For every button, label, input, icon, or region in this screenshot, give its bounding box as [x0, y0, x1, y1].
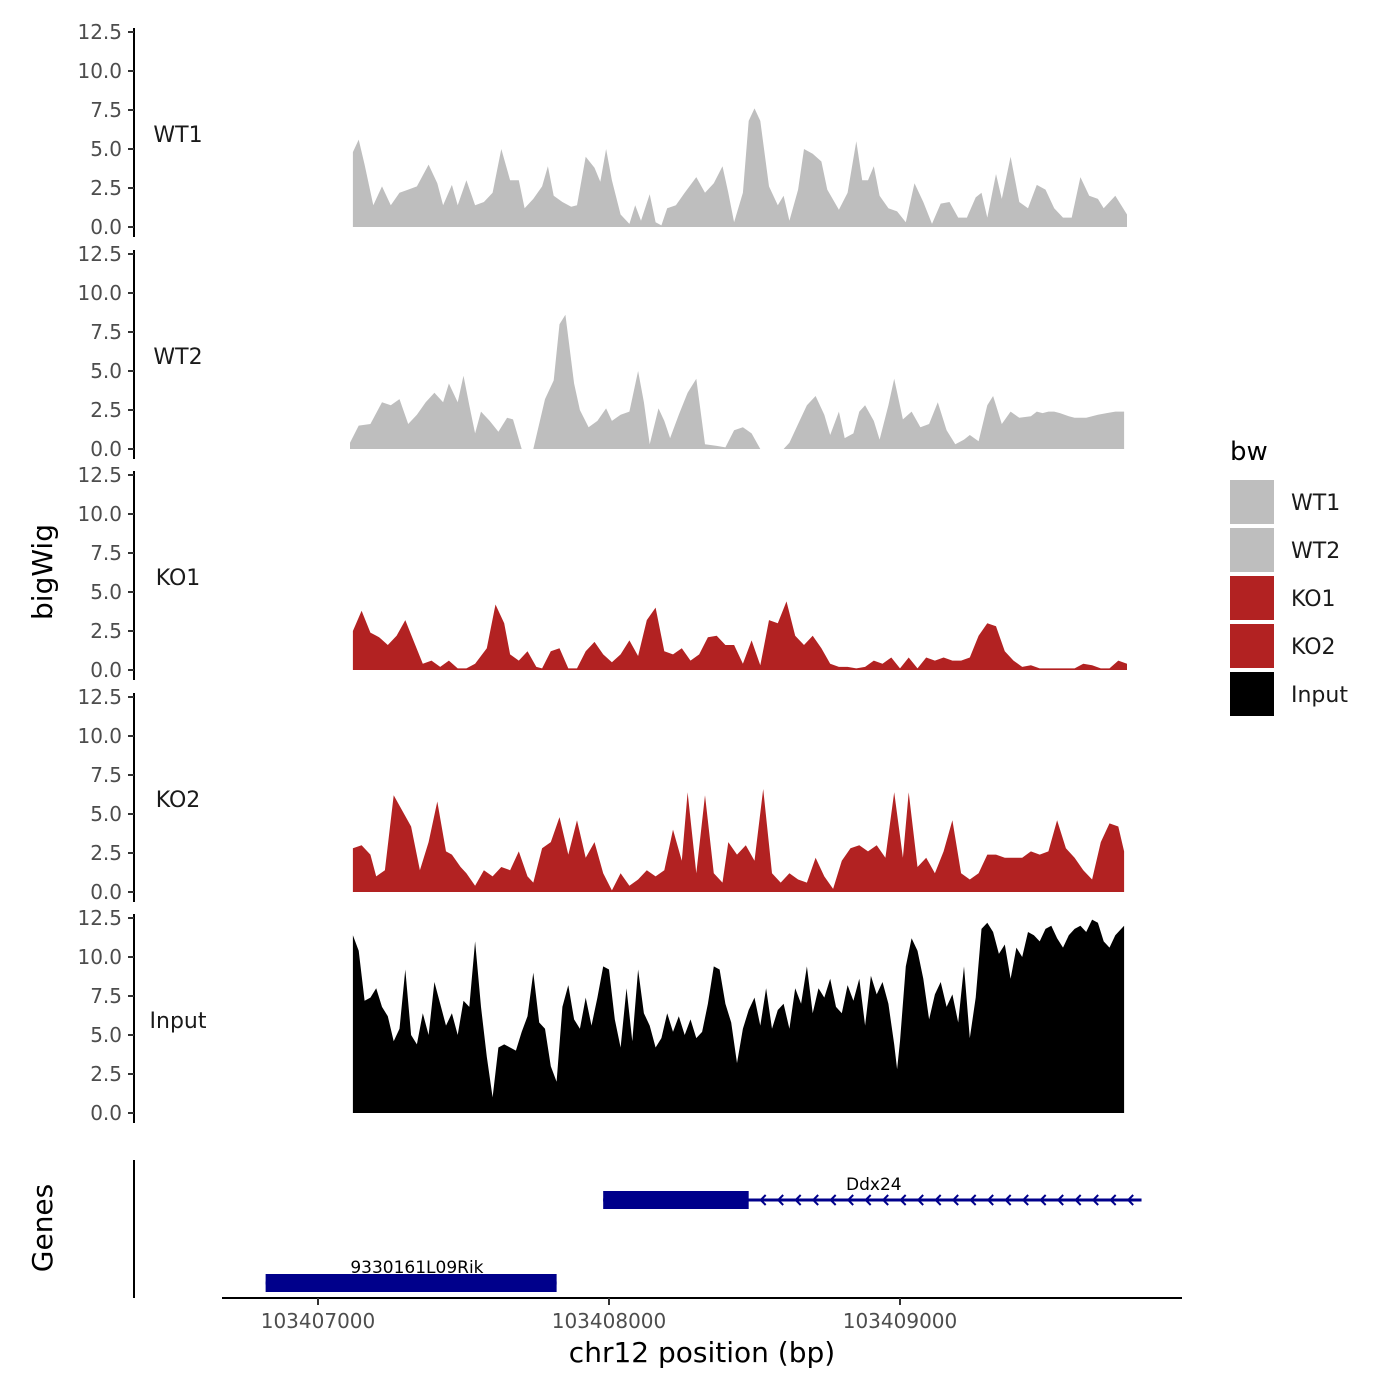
track-label: KO2: [156, 788, 201, 813]
legend-key-ko2: [1230, 624, 1274, 668]
strand-arrow: [811, 1194, 819, 1206]
strand-arrow: [934, 1194, 942, 1206]
gene-label: 9330161L09Rik: [350, 1258, 483, 1278]
y-tick-label: 5.0: [90, 580, 122, 604]
signal-area-ko2: [352, 789, 1125, 892]
y-tick-label: 2.5: [90, 841, 122, 865]
gene-ddx24: Ddx24: [603, 1175, 1142, 1209]
y-tick-label: 7.5: [90, 541, 122, 565]
y-tick-label: 0.0: [90, 215, 122, 239]
y-tick-label: 7.5: [90, 984, 122, 1008]
track-label: Input: [150, 1009, 207, 1034]
strand-arrow: [1021, 1194, 1029, 1206]
legend: bw WT1 WT2 KO1 KO2 Input: [1230, 437, 1348, 716]
y-tick-label: 12.5: [77, 242, 122, 266]
strand-arrow: [969, 1194, 977, 1206]
y-tick-label: 12.5: [77, 906, 122, 930]
track-label: WT2: [153, 345, 202, 370]
y-tick-label: 0.0: [90, 880, 122, 904]
strand-arrow: [864, 1194, 872, 1206]
legend-label: KO1: [1291, 587, 1336, 612]
signal-area-wt1: [352, 108, 1127, 227]
strand-arrow: [1004, 1194, 1012, 1206]
track-input: 0.0 2.5 5.0 7.5 10.0 12.5 Input: [77, 906, 1125, 1125]
y-tick-label: 12.5: [77, 685, 122, 709]
y-tick-label: 7.5: [90, 320, 122, 344]
legend-key-ko1: [1230, 576, 1274, 620]
track-ko2: 0.0 2.5 5.0 7.5 10.0 12.5 KO2: [77, 685, 1125, 904]
y-tick-label: 0.0: [90, 437, 122, 461]
strand-arrow: [1056, 1194, 1064, 1206]
strand-arrow: [1039, 1194, 1047, 1206]
signal-area-wt2: [350, 314, 1125, 449]
strand-arrow: [794, 1194, 802, 1206]
y-tick-label: 10.0: [77, 59, 122, 83]
y-tick-label: 7.5: [90, 98, 122, 122]
strand-arrow: [986, 1194, 994, 1206]
x-tick-label: 103407000: [261, 1309, 376, 1333]
strand-arrow: [846, 1194, 854, 1206]
legend-label: Input: [1291, 683, 1348, 708]
y-tick-label: 10.0: [77, 502, 122, 526]
strand-arrow: [1074, 1194, 1082, 1206]
x-axis-title: chr12 position (bp): [569, 1336, 835, 1369]
track-label: KO1: [156, 566, 201, 591]
legend-key-wt1: [1230, 480, 1274, 524]
legend-label: KO2: [1291, 635, 1336, 660]
y-tick-label: 2.5: [90, 176, 122, 200]
track-wt2: 0.0 2.5 5.0 7.5 10.0 12.5 WT2: [77, 242, 1125, 461]
signal-area-input: [352, 919, 1125, 1113]
y-tick-label: 12.5: [77, 20, 122, 44]
y-tick-label: 0.0: [90, 1101, 122, 1125]
y-tick-label: 2.5: [90, 1062, 122, 1086]
x-tick-label: 103409000: [843, 1309, 958, 1333]
signal-tracks: 0.0 2.5 5.0 7.5 10.0 12.5 WT1 0.0 2.5 5.0 7.5 10.0 1…: [77, 20, 1127, 1125]
y-tick-label: 2.5: [90, 398, 122, 422]
strand-arrow: [776, 1194, 784, 1206]
y-tick-label: 5.0: [90, 802, 122, 826]
genes-axis-title: Genes: [26, 1184, 59, 1272]
legend-title: bw: [1230, 437, 1268, 467]
legend-key-input: [1230, 672, 1274, 716]
x-tick-label: 103408000: [552, 1309, 667, 1333]
y-tick-label: 12.5: [77, 463, 122, 487]
strand-arrow: [1109, 1194, 1117, 1206]
legend-key-wt2: [1230, 528, 1274, 572]
track-ko1: 0.0 2.5 5.0 7.5 10.0 12.5 KO1: [77, 463, 1127, 682]
y-tick-label: 7.5: [90, 763, 122, 787]
y-tick-label: 10.0: [77, 724, 122, 748]
y-tick-label: 10.0: [77, 945, 122, 969]
track-label: WT1: [153, 123, 202, 148]
gene-label: Ddx24: [846, 1175, 902, 1195]
gene-annotation-panel: 9330161L09Rik Ddx24: [133, 1160, 1142, 1298]
gene-9330161l09rik: 9330161L09Rik: [265, 1258, 557, 1292]
strand-arrow: [916, 1194, 924, 1206]
strand-arrow: [881, 1194, 889, 1206]
legend-label: WT1: [1291, 491, 1340, 516]
gene-exon-block: [265, 1274, 557, 1292]
gene-exon-block: [603, 1191, 749, 1209]
y-tick-label: 5.0: [90, 1023, 122, 1047]
strand-arrow: [951, 1194, 959, 1206]
signal-area-ko1: [352, 601, 1127, 670]
y-tick-label: 0.0: [90, 658, 122, 682]
y-tick-label: 10.0: [77, 281, 122, 305]
strand-arrow: [1126, 1194, 1134, 1206]
strand-arrow: [899, 1194, 907, 1206]
y-tick-label: 2.5: [90, 619, 122, 643]
strand-arrow: [759, 1194, 767, 1206]
legend-label: WT2: [1291, 539, 1340, 564]
strand-arrow: [1091, 1194, 1099, 1206]
y-tick-label: 5.0: [90, 137, 122, 161]
strand-arrow: [829, 1194, 837, 1206]
y-tick-label: 5.0: [90, 359, 122, 383]
x-axis: 103407000 103408000 103409000: [222, 1297, 1182, 1333]
track-wt1: 0.0 2.5 5.0 7.5 10.0 12.5 WT1: [77, 20, 1127, 239]
y-axis-title: bigWig: [26, 524, 59, 620]
